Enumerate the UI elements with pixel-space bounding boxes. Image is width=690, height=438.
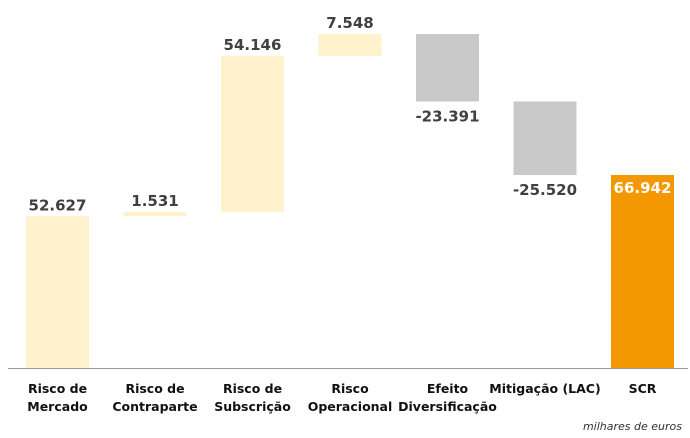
bar-1 [123, 211, 187, 217]
bar-4 [416, 34, 479, 102]
units-note: milhares de euros [582, 420, 682, 433]
value-label-3: 7.548 [326, 14, 373, 32]
value-label-1: 1.531 [131, 192, 178, 210]
category-label-1: Risco de Contraparte [112, 381, 197, 414]
category-label-2: Risco de Subscrição [214, 381, 291, 414]
category-label-6: SCR [629, 381, 657, 396]
bar-6 [611, 175, 674, 368]
bar-2 [221, 55, 284, 212]
category-label-3: Risco Operacional [308, 381, 393, 414]
bar-0 [26, 216, 89, 368]
value-label-0: 52.627 [29, 196, 87, 214]
category-label-5: Mitigação (LAC) [489, 381, 600, 396]
bar-3 [318, 34, 382, 56]
value-label-4: -23.391 [415, 107, 479, 125]
value-label-6: 66.942 [614, 179, 672, 197]
value-label-5: -25.520 [513, 181, 577, 199]
value-label-2: 54.146 [224, 36, 282, 54]
category-label-0: Risco de Mercado [27, 381, 88, 414]
category-label-4: Efeito Diversificação [398, 381, 497, 414]
bar-5 [513, 101, 577, 176]
